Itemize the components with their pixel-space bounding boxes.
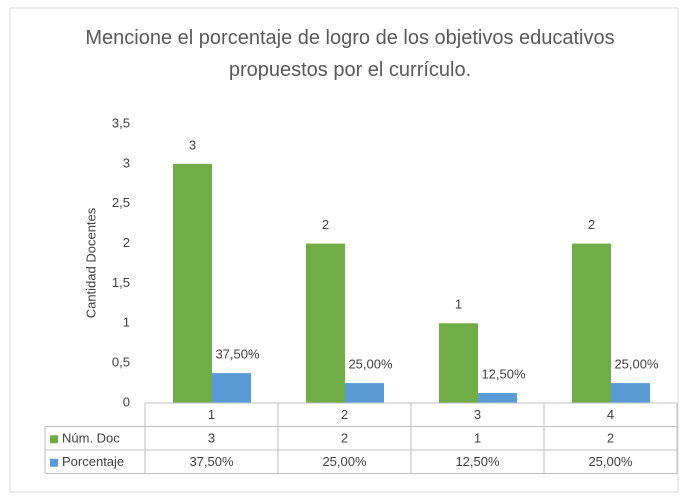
bar (173, 163, 212, 403)
bar (439, 323, 478, 403)
legend-label: Porcentaje (62, 454, 124, 469)
table-cell: 12,50% (455, 454, 500, 469)
bar (478, 393, 517, 403)
x-tick-label: 3 (474, 407, 481, 422)
bar (306, 243, 345, 403)
table-cell: 2 (607, 431, 614, 446)
table-cell: 1 (474, 431, 481, 446)
legend-label: Núm. Doc (62, 431, 120, 446)
data-label: 37,50% (215, 347, 260, 362)
data-label: 12,50% (481, 366, 526, 381)
data-label: 25,00% (348, 357, 393, 372)
y-axis-label: Cantidad Docentes (83, 207, 98, 318)
bar (345, 383, 384, 403)
table-cell: 37,50% (189, 454, 234, 469)
chart-title: Mencione el porcentaje de logro de los o… (85, 27, 615, 81)
y-tick-label: 2 (123, 235, 130, 250)
data-label: 2 (588, 217, 595, 232)
y-tick-label: 2,5 (112, 195, 130, 210)
y-tick-label: 1 (123, 315, 130, 330)
data-label: 25,00% (614, 357, 659, 372)
x-tick-label: 4 (607, 407, 614, 422)
y-tick-label: 3 (123, 155, 130, 170)
y-tick-label: 3,5 (112, 115, 130, 130)
bar (611, 383, 650, 403)
data-label: 3 (189, 137, 196, 152)
table-cell: 25,00% (322, 454, 367, 469)
y-tick-label: 0 (123, 394, 130, 409)
legend-key (50, 458, 58, 467)
data-label: 2 (322, 217, 329, 232)
chart-border (9, 7, 679, 493)
y-tick-label: 0,5 (112, 355, 130, 370)
x-tick-label: 1 (208, 407, 215, 422)
table-cell: 2 (341, 431, 348, 446)
bar (212, 373, 251, 403)
x-tick-label: 2 (341, 407, 348, 422)
legend-key (50, 435, 58, 444)
table-cell: 3 (208, 431, 215, 446)
bar (572, 243, 611, 403)
table-cell: 25,00% (588, 454, 633, 469)
data-label: 1 (455, 297, 462, 312)
y-tick-label: 1,5 (112, 275, 130, 290)
